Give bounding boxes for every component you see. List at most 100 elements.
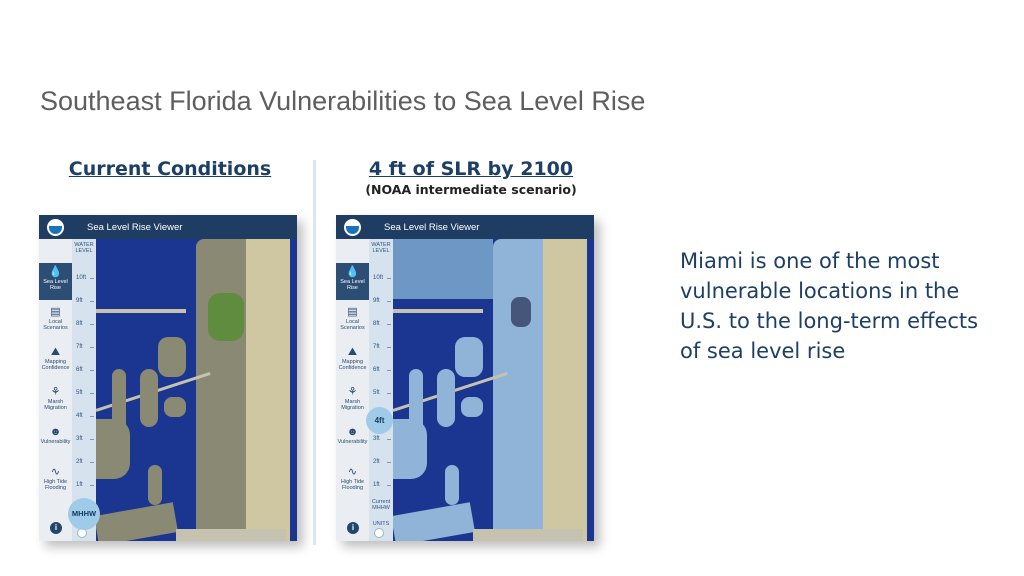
tick-9ft: 9ft: [373, 298, 391, 304]
island: [437, 369, 455, 427]
tick-10ft: 10ft: [373, 275, 391, 281]
sidebar-item-label: Mapping Confidence: [41, 359, 70, 371]
sidebar-item-local-scenarios[interactable]: ▤ Local Scenarios: [39, 303, 72, 340]
sidebar-item-local-scenarios[interactable]: ▤ Local Scenarios: [336, 303, 369, 340]
grass-icon: ⚘: [347, 386, 358, 398]
island: [461, 397, 483, 417]
sidebar-item-marsh-migration[interactable]: ⚘ Marsh Migration: [39, 383, 72, 420]
tick-1ft: 1ft: [373, 482, 391, 488]
slide-title: Southeast Florida Vulnerabilities to Sea…: [40, 86, 646, 116]
water-level-slider[interactable]: WATER LEVEL 10ft 9ft 8ft 7ft 6ft 5ft 3ft…: [369, 239, 393, 541]
sidebar-item-label: Sea Level Rise: [340, 279, 365, 291]
tick-1ft: 1ft: [76, 482, 94, 488]
water-level-knob[interactable]: 4ft: [366, 407, 393, 434]
water-level-knob[interactable]: MHHW: [68, 498, 100, 530]
sidebar-item-sea-level-rise[interactable]: 💧 Sea Level Rise: [336, 263, 369, 300]
chart-icon: ▤: [50, 306, 61, 318]
port-land: [393, 502, 475, 541]
sidebar-item-high-tide-flooding[interactable]: ∿ High Tide Flooding: [39, 463, 72, 500]
flooded-golf-course: [511, 297, 531, 327]
tick-2ft: 2ft: [76, 459, 94, 465]
water-drop-icon: 💧: [48, 266, 63, 278]
sidebar-item-vulnerability[interactable]: ☻ Vulnerability: [39, 423, 72, 460]
sidebar-item-label: Mapping Confidence: [338, 359, 367, 371]
beach-sand: [246, 239, 290, 541]
beach-sand: [543, 239, 587, 541]
island: [148, 465, 162, 505]
tick-2ft: 2ft: [373, 459, 391, 465]
tick-8ft: 8ft: [373, 321, 391, 327]
map-current[interactable]: [96, 239, 297, 541]
sidebar-item-sea-level-rise[interactable]: 💧 Sea Level Rise: [39, 263, 72, 300]
person-icon: ☻: [346, 426, 359, 438]
viewer-sidebar: 💧 Sea Level Rise ▤ Local Scenarios ⛰ Map…: [39, 239, 72, 541]
tick-8ft: 8ft: [76, 321, 94, 327]
viewer-title: Sea Level Rise Viewer: [384, 222, 480, 233]
slr-2100-title: 4 ft of SLR by 2100: [368, 158, 574, 180]
map-icon: ⛰: [347, 346, 358, 358]
macarthur-causeway: [176, 529, 286, 541]
sidebar-item-vulnerability[interactable]: ☻ Vulnerability: [336, 423, 369, 460]
tick-7ft: 7ft: [373, 344, 391, 350]
viewer-topbar: Sea Level Rise Viewer: [336, 215, 594, 239]
island: [112, 369, 126, 435]
tick-4ft: 4ft: [76, 413, 94, 419]
tick-5ft: 5ft: [76, 390, 94, 396]
noaa-logo-icon: [344, 219, 361, 236]
sidebar-item-label: Marsh Migration: [341, 399, 364, 411]
sidebar-item-label: High Tide Flooding: [340, 479, 365, 491]
units-label: UNITS: [372, 521, 390, 527]
island: [158, 337, 186, 377]
info-button[interactable]: i: [347, 522, 359, 534]
slr-2100-heading: 4 ft of SLR by 2100 (NOAA intermediate s…: [336, 158, 606, 197]
pulse-icon: ∿: [50, 466, 61, 478]
causeway-north: [96, 309, 186, 313]
sidebar-item-label: Sea Level Rise: [43, 279, 68, 291]
slr-2100-subtitle: (NOAA intermediate scenario): [365, 182, 577, 197]
sidebar-item-label: Marsh Migration: [44, 399, 67, 411]
viewer-current: Sea Level Rise Viewer 💧 Sea Level Rise ▤…: [39, 215, 297, 541]
column-divider: [313, 160, 316, 545]
water-level-slider[interactable]: WATER LEVEL 10ft 9ft 8ft 7ft 6ft 5ft 4ft…: [72, 239, 96, 541]
water-drop-icon: 💧: [345, 266, 360, 278]
tick-9ft: 9ft: [76, 298, 94, 304]
island: [140, 369, 158, 427]
current-conditions-heading: Current Conditions: [40, 158, 300, 180]
sidebar-item-high-tide-flooding[interactable]: ∿ High Tide Flooding: [336, 463, 369, 500]
port-land: [96, 502, 178, 541]
viewer-4ft: Sea Level Rise Viewer 💧 Sea Level Rise ▤…: [336, 215, 594, 541]
sidebar-item-mapping-confidence[interactable]: ⛰ Mapping Confidence: [336, 343, 369, 380]
info-button[interactable]: i: [50, 522, 62, 534]
tick-7ft: 7ft: [76, 344, 94, 350]
viewer-topbar: Sea Level Rise Viewer: [39, 215, 297, 239]
map-icon: ⛰: [50, 346, 61, 358]
sidebar-item-mapping-confidence[interactable]: ⛰ Mapping Confidence: [39, 343, 72, 380]
water-level-label: WATER LEVEL: [371, 242, 391, 254]
noaa-logo-icon: [47, 219, 64, 236]
current-mhhw-label: Current MHHW: [371, 499, 391, 511]
island: [455, 337, 483, 377]
island: [393, 419, 427, 479]
current-conditions-title: Current Conditions: [68, 158, 272, 180]
island: [164, 397, 186, 417]
grass-icon: ⚘: [50, 386, 61, 398]
viewer-sidebar: 💧 Sea Level Rise ▤ Local Scenarios ⛰ Map…: [336, 239, 369, 541]
sidebar-item-label: High Tide Flooding: [43, 479, 68, 491]
golf-course: [208, 293, 244, 341]
water-level-label: WATER LEVEL: [74, 242, 94, 254]
viewer-title: Sea Level Rise Viewer: [87, 222, 183, 233]
sidebar-item-label: Local Scenarios: [340, 319, 365, 331]
sidebar-item-label: Local Scenarios: [43, 319, 68, 331]
island: [445, 465, 459, 505]
tick-6ft: 6ft: [76, 367, 94, 373]
units-toggle[interactable]: [374, 528, 384, 538]
tick-3ft: 3ft: [76, 436, 94, 442]
island: [409, 369, 423, 435]
macarthur-causeway: [473, 529, 583, 541]
sidebar-item-label: Vulnerability: [337, 439, 368, 445]
sidebar-item-marsh-migration[interactable]: ⚘ Marsh Migration: [336, 383, 369, 420]
map-4ft[interactable]: [393, 239, 594, 541]
person-icon: ☻: [49, 426, 62, 438]
pulse-icon: ∿: [347, 466, 358, 478]
sidebar-item-label: Vulnerability: [40, 439, 71, 445]
